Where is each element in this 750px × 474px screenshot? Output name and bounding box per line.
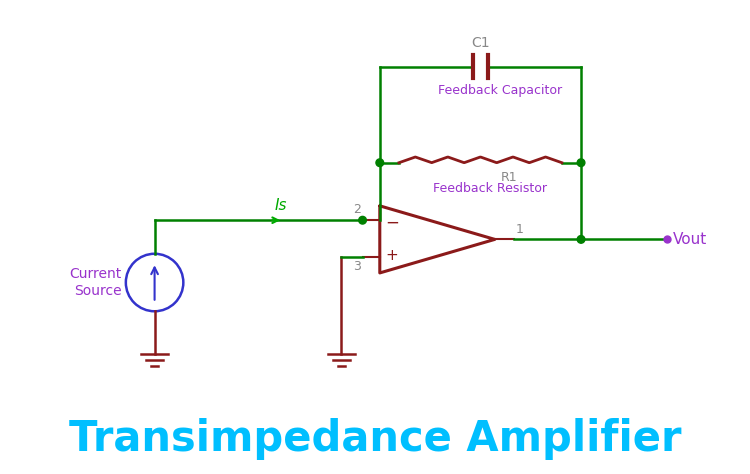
Circle shape [578, 236, 585, 243]
Text: 1: 1 [516, 223, 524, 236]
Text: 3: 3 [352, 261, 361, 273]
Text: R1: R1 [501, 171, 518, 184]
Text: Is: Is [274, 198, 286, 212]
Text: −: − [386, 213, 400, 231]
Text: Vout: Vout [673, 232, 707, 247]
Circle shape [376, 159, 383, 166]
Text: Current
Source: Current Source [70, 267, 122, 298]
Text: C1: C1 [471, 36, 490, 50]
Text: Transimpedance Amplifier: Transimpedance Amplifier [69, 418, 681, 460]
Circle shape [358, 217, 366, 224]
Text: 2: 2 [352, 203, 361, 217]
Circle shape [578, 159, 585, 166]
Text: Feedback Resistor: Feedback Resistor [433, 182, 547, 195]
Text: +: + [386, 248, 398, 263]
Text: Feedback Capacitor: Feedback Capacitor [437, 84, 562, 97]
